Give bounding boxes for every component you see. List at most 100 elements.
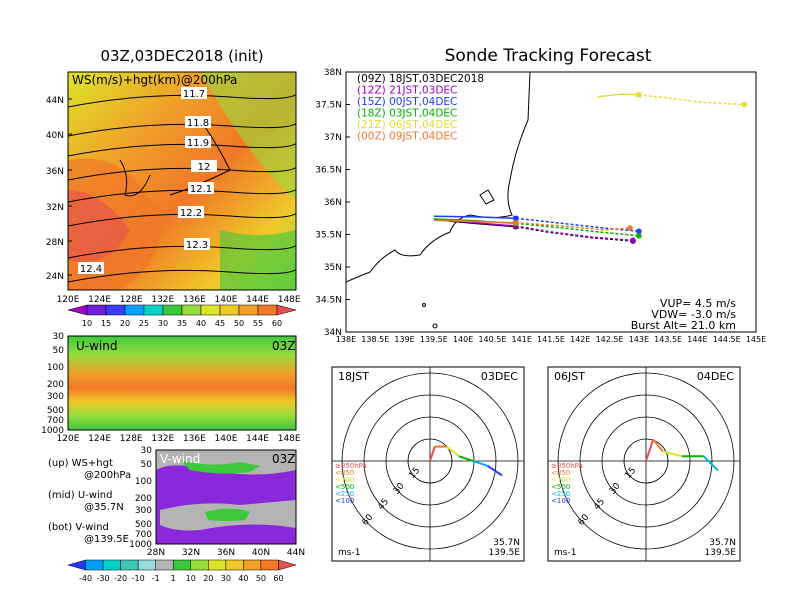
track-marker <box>513 220 519 226</box>
colorbar-label: 10 <box>186 574 196 583</box>
uwind-y-tick: 300 <box>47 392 64 402</box>
contour-line <box>68 87 296 108</box>
colorbar-swatch <box>155 559 174 571</box>
track-legend-entry: (21Z) 06JST,04DEC <box>357 119 457 131</box>
map-label: WS(m/s)+hgt(km)@200hPa <box>72 73 237 87</box>
hodograph-segment <box>458 455 474 462</box>
legend-bot-1: (bot) V-wind <box>48 522 109 533</box>
colorbar-label: 45 <box>215 319 225 328</box>
uwind-x-tick: 124E <box>88 434 111 444</box>
colorbar-swatch <box>102 559 121 571</box>
track-legend-entry: (09Z) 18JST,03DEC2018 <box>357 73 484 85</box>
track-x-tick: 145E <box>746 335 766 344</box>
colorbar-label: 20 <box>120 319 130 328</box>
track-series <box>515 217 639 233</box>
colorbar-label: -1 <box>152 574 160 583</box>
contour-label: 12.3 <box>186 240 208 251</box>
polar-level-label: <850 <box>335 469 354 477</box>
polar-level-label: <700 <box>551 476 570 484</box>
map-y-ticks: 24N 28N 32N 36N 40N 44N <box>46 96 72 282</box>
polar-level-label: <500 <box>335 483 354 491</box>
map-x-tick: 136E <box>183 295 206 305</box>
map-x-tick: 124E <box>88 295 111 305</box>
panel-legend-text: (up) WS+hgt @200hPa (mid) U-wind @35.7N … <box>48 458 131 545</box>
vwind-y-tick: 200 <box>135 494 152 504</box>
track-x-tick: 144E <box>687 335 707 344</box>
colorbar-swatch <box>124 304 145 316</box>
vdw-text: VDW= -3.0 m/s <box>651 308 736 321</box>
polar-lat: 35.7N <box>709 538 736 548</box>
track-endpoint <box>630 237 636 244</box>
colorbar-swatch <box>120 559 139 571</box>
polar-unit: ms-1 <box>554 548 576 558</box>
uwind-x-tick: 128E <box>120 434 143 444</box>
colorbar-swatch <box>137 559 156 571</box>
vwind-panel: V-wind 03Z <box>155 449 297 545</box>
map-x-tick: 148E <box>278 295 301 305</box>
colorbar-swatch <box>276 304 297 316</box>
map-x-tick: 128E <box>120 295 143 305</box>
uwind-y-tick: 1000 <box>41 426 64 436</box>
colorbar-label: 55 <box>253 319 263 328</box>
wind-colorbar: -40 -30 -20 -10 -1 1 10 20 30 40 50 60 <box>67 559 297 583</box>
track-x-tick: 144.5E <box>713 335 741 344</box>
contour-line <box>68 182 296 203</box>
colorbar-label: -40 <box>79 574 92 583</box>
map-y-tick: 44N <box>46 96 64 106</box>
track-y-tick: 34.5N <box>315 296 342 306</box>
track-title: Sonde Tracking Forecast <box>445 46 652 66</box>
vwind-y-tick: 50 <box>141 460 153 470</box>
colorbar-swatch <box>200 304 221 316</box>
track-y-tick: 35N <box>324 263 342 273</box>
colorbar-swatch <box>243 559 262 571</box>
track-series <box>515 222 631 231</box>
vwind-y-tick: 300 <box>135 506 152 516</box>
contour-label: 12.1 <box>190 184 212 195</box>
track-y-tick: 37N <box>324 133 342 143</box>
track-series <box>515 222 639 237</box>
colorbar-label: 60 <box>272 319 282 328</box>
track-legend-entry: (15Z) 00JST,04DEC <box>357 96 457 108</box>
legend-up-1: (up) WS+hgt <box>48 458 113 469</box>
vwind-label: V-wind <box>160 452 200 466</box>
colorbar-label: 50 <box>234 319 244 328</box>
vwind-x-ticks: 28N 32N 36N 40N 44N <box>147 548 305 558</box>
track-series <box>433 215 516 220</box>
legend-mid-2: @35.7N <box>84 502 124 513</box>
track-x-tick: 141E <box>512 335 532 344</box>
track-y-tick: 35.5N <box>315 231 342 241</box>
track-legend-entry: (00Z) 09JST,04DEC <box>357 131 457 143</box>
left-panel-title: 03Z,03DEC2018 (init) <box>100 47 263 65</box>
ws-colorbar: 10 15 20 25 30 35 40 45 50 55 60 <box>67 304 297 328</box>
ws-map <box>68 72 296 290</box>
vwind-x-tick: 44N <box>287 548 305 558</box>
colorbar-swatch <box>67 559 86 571</box>
uwind-y-tick: 500 <box>47 406 64 416</box>
hodograph-segment <box>446 445 460 457</box>
track-y-tick: 36N <box>324 198 342 208</box>
legend-mid-1: (mid) U-wind <box>48 490 112 501</box>
colorbar-label: 30 <box>221 574 231 583</box>
track-x-ticks: 138E 138.5E 139E 139.5E 140E 140.5E 141E 141.5E… <box>336 335 766 344</box>
track-x-tick: 143.5E <box>654 335 682 344</box>
hodograph-segment <box>487 464 503 477</box>
polar-date: 03DEC <box>481 370 518 383</box>
colorbar-swatch <box>162 304 183 316</box>
track-y-tick: 38N <box>324 68 342 78</box>
track-marker <box>513 223 519 229</box>
polar-level-label: ≥850hPa <box>335 462 367 470</box>
uwind-x-tick: 140E <box>215 434 238 444</box>
polar-lat: 35.7N <box>493 538 520 548</box>
burst-text: Burst Alt= 21.0 km <box>631 319 736 332</box>
uwind-x-tick: 148E <box>278 434 301 444</box>
colorbar-label: 30 <box>158 319 168 328</box>
track-y-tick: 37.5N <box>315 101 342 111</box>
hodograph-segment <box>652 438 664 453</box>
colorbar-label: 25 <box>139 319 149 328</box>
map-y-tick: 24N <box>46 272 64 282</box>
uwind-y-tick: 700 <box>47 416 64 426</box>
colorbar-swatch <box>238 304 259 316</box>
uwind-x-ticks: 120E 124E 128E 132E 136E 140E 144E 148E <box>57 434 301 444</box>
track-endpoint <box>627 225 633 231</box>
polar-lon: 139.5E <box>705 548 737 558</box>
